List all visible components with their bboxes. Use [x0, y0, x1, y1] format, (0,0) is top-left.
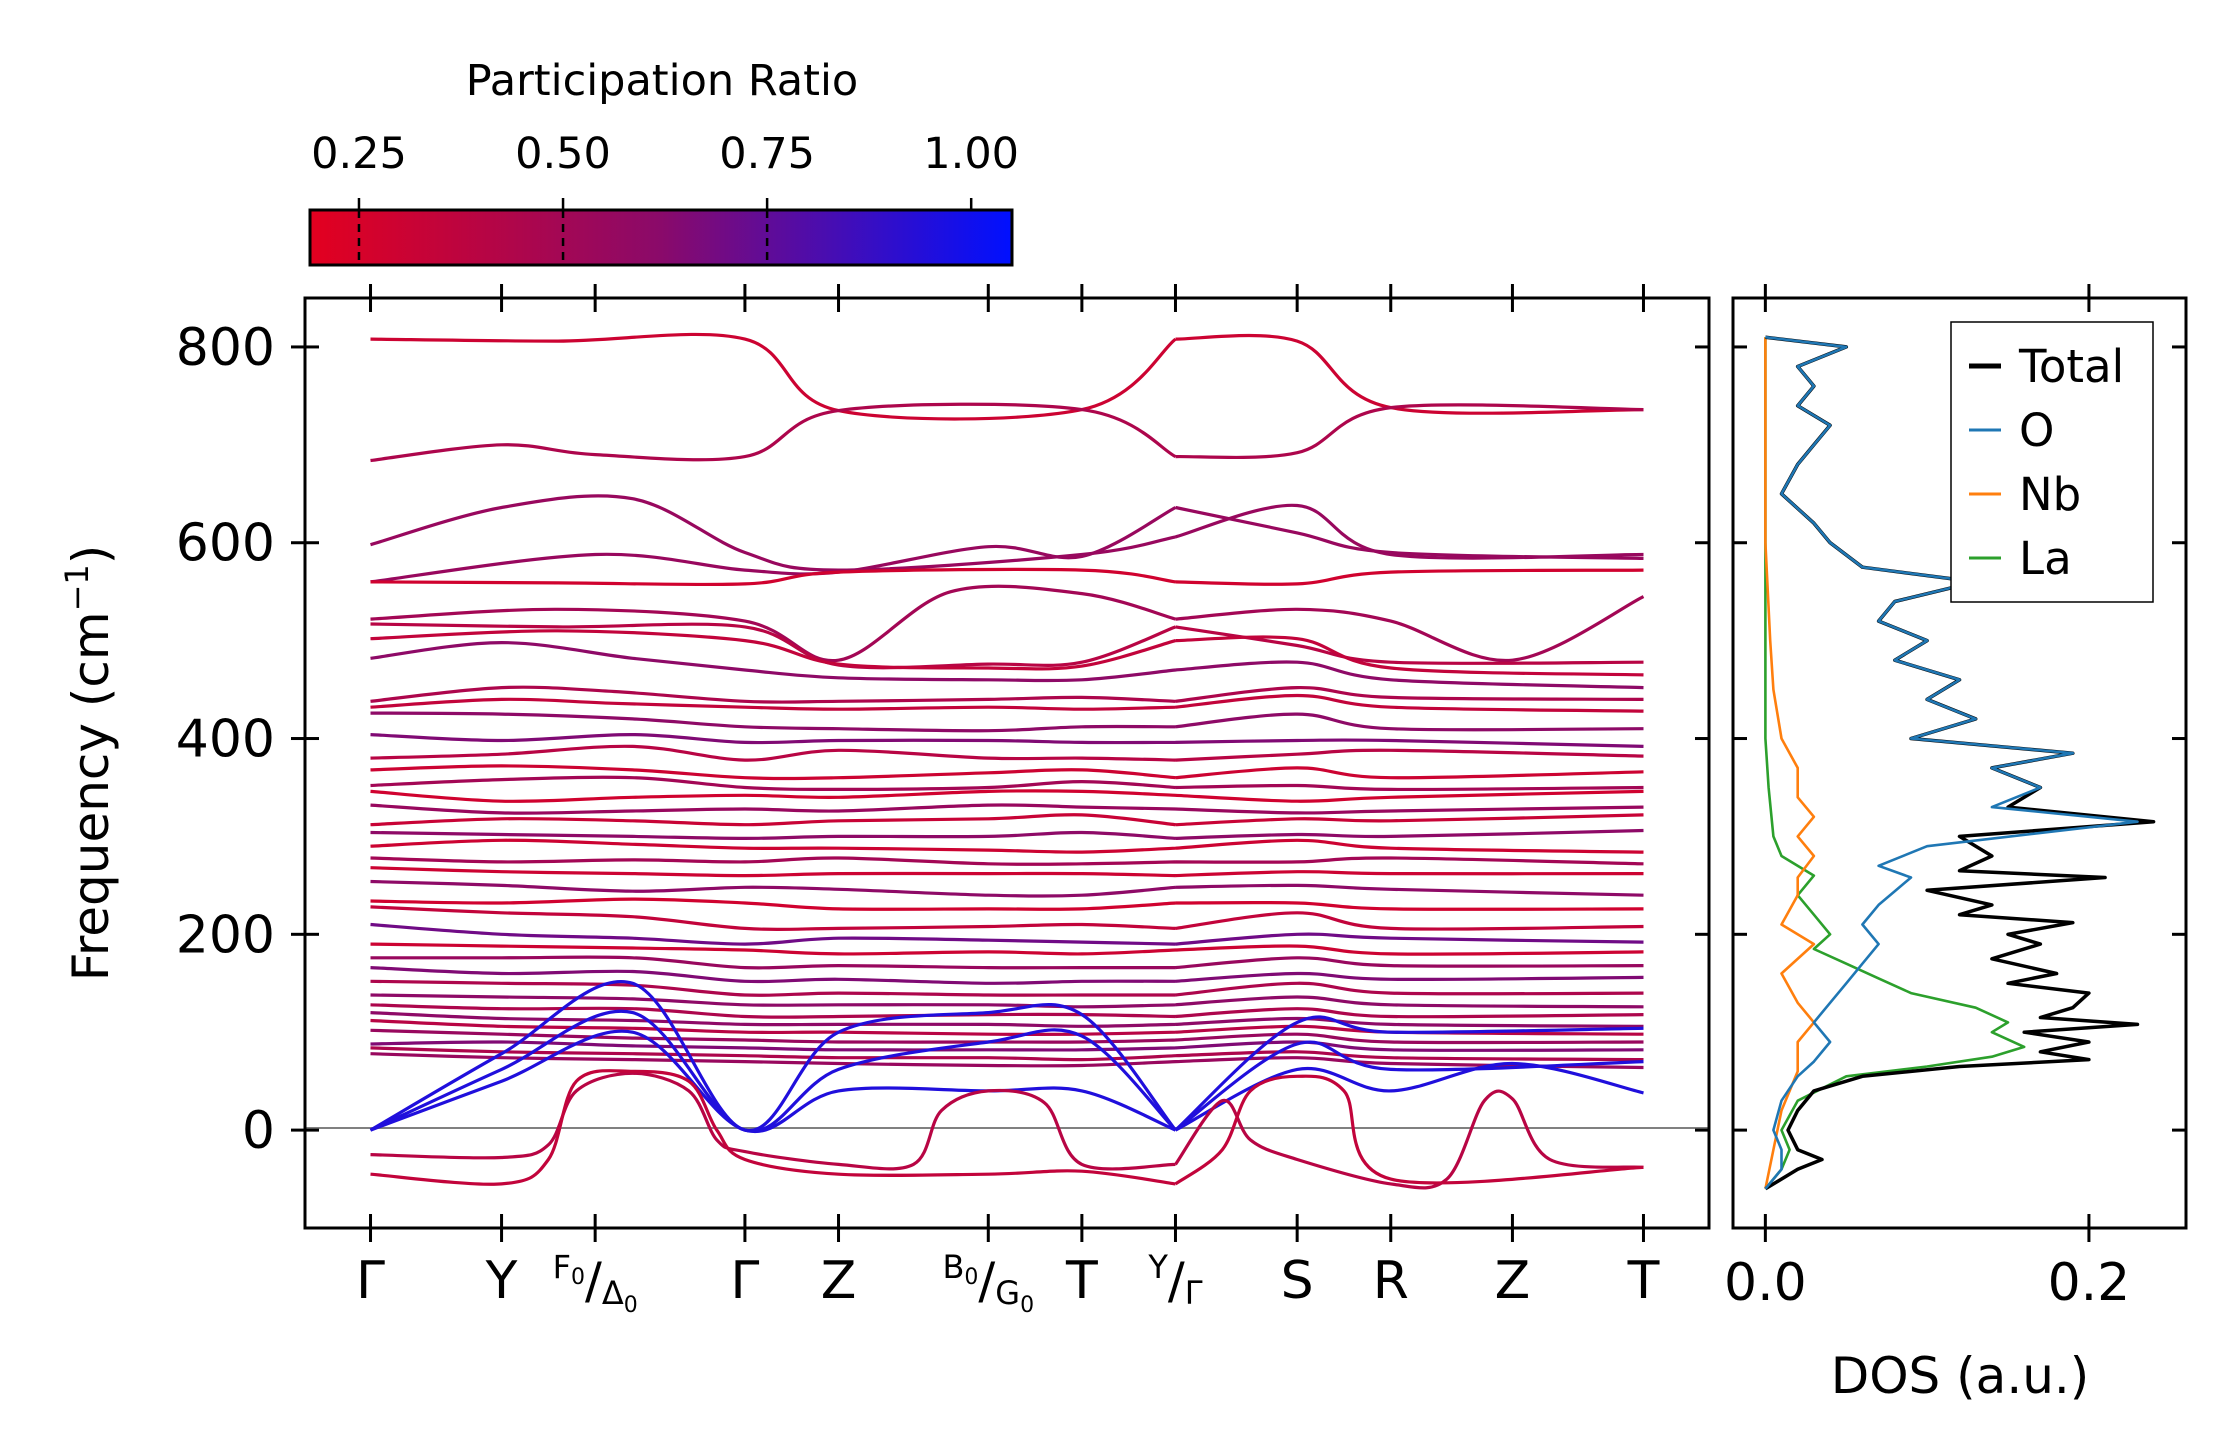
kpoint-label: Y: [485, 1251, 518, 1311]
phonon-band: [370, 402, 1644, 463]
band-lines: [369, 332, 1645, 1190]
colorbar-ticks: 0.25 0.50 0.75 1.00: [311, 129, 1019, 265]
phonon-band: [370, 922, 1644, 946]
legend-label: Nb: [2019, 468, 2081, 521]
ytick-label: 200: [176, 905, 275, 965]
y-axis-label: Frequency (cm−1): [58, 545, 120, 982]
phonon-band: [370, 803, 1644, 815]
phonon-band: [370, 979, 1644, 997]
phonon-band: [370, 1028, 1644, 1045]
dos-xtick-label: 0.2: [2048, 1253, 2131, 1313]
phonon-band: [369, 979, 1644, 1132]
kpoint-label: S: [1281, 1251, 1314, 1311]
phonon-band: [370, 905, 1644, 931]
dos-panel: 0.0 0.2 DOS (a.u.) Total O Nb La: [1724, 284, 2188, 1405]
phonon-band: [370, 993, 1644, 1009]
phonon-band: [370, 764, 1644, 781]
dispersion-frame: [303, 296, 1711, 1230]
ytick-label: 600: [176, 514, 275, 574]
phonon-band: [370, 629, 1644, 677]
dos-frame: [1731, 296, 2188, 1230]
phonon-band: [370, 744, 1644, 762]
colorbar-gradient: [308, 208, 1014, 267]
phonon-band: [370, 1069, 1644, 1186]
phonon-band: [370, 828, 1644, 841]
ytick-label: 0: [242, 1101, 275, 1161]
kpoint-label: Γ: [356, 1251, 385, 1311]
kpoint-label: Γ: [730, 1251, 759, 1311]
dos-series-o: [1764, 335, 2139, 1190]
legend-label: La: [2019, 532, 2072, 585]
kpoint-label: Z: [1495, 1251, 1531, 1311]
phonon-band: [370, 732, 1644, 748]
phonon-band: [370, 640, 1644, 690]
colorbar-tick-label: 0.25: [311, 129, 407, 179]
phonon-band: [370, 693, 1644, 713]
legend-label: O: [2019, 404, 2054, 457]
phonon-band: [370, 942, 1644, 956]
phonon-band: [370, 1071, 1644, 1190]
phonon-band: [370, 711, 1644, 733]
ytick-label: 400: [176, 710, 275, 770]
phonon-band: [370, 866, 1644, 878]
phonon-band: [370, 1011, 1644, 1028]
dispersion-yticks: 0 200 400 600 800: [176, 318, 1709, 1161]
phonon-band: [370, 879, 1644, 898]
kpoint-label: Z: [821, 1251, 857, 1311]
phonon-band: [370, 494, 1644, 572]
colorbar: Participation Ratio 0.25 0.50 0.75 1.00: [308, 56, 1019, 267]
dos-x-axis-label: DOS (a.u.): [1831, 1347, 2090, 1405]
kpoint-label: F0/Δ0: [553, 1248, 638, 1318]
phonon-band: [370, 685, 1644, 704]
kpoint-label: T: [1065, 1251, 1098, 1311]
phonon-band: [370, 567, 1644, 587]
dispersion-panel: 0 200 400 600 800 Γ Y F0/Δ0 Γ Z B0/G0 T Y/Γ S R Z T Fre…: [58, 284, 1711, 1318]
legend-label: Total: [2018, 340, 2124, 393]
phonon-band: [370, 856, 1644, 866]
kpoint-label: Y/Γ: [1147, 1248, 1202, 1312]
dos-legend: Total O Nb La: [1950, 321, 2154, 603]
phonon-band: [370, 897, 1644, 911]
colorbar-tick-label: 1.00: [923, 129, 1019, 179]
phonon-band: [370, 1018, 1644, 1037]
phonon-band: [370, 955, 1644, 970]
kpoint-label: R: [1373, 1251, 1409, 1311]
dispersion-kpoint-ticks: Γ Y F0/Δ0 Γ Z B0/G0 T Y/Γ S R Z T: [356, 284, 1660, 1318]
legend-box: [1950, 321, 2154, 603]
phonon-band: [369, 1009, 1644, 1133]
dos-series-nb: [1764, 337, 1816, 1190]
ytick-label: 800: [176, 318, 275, 378]
kpoint-label: B0/G0: [942, 1248, 1034, 1318]
colorbar-tick-label: 0.75: [719, 129, 815, 179]
phonon-band: [370, 584, 1645, 663]
dos-xticks: 0.0 0.2: [1724, 284, 2130, 1313]
phonon-band: [370, 966, 1644, 985]
phonon-band: [370, 1003, 1644, 1019]
phonon-band: [370, 813, 1644, 827]
kpoint-label: T: [1627, 1251, 1660, 1311]
dos-series-la: [1764, 337, 2026, 1190]
dos-xtick-label: 0.0: [1724, 1253, 1807, 1313]
phonon-band: [370, 1052, 1644, 1070]
dos-lines: [1764, 335, 2156, 1191]
dos-yticks: [1733, 345, 2186, 1132]
phonon-band: [370, 838, 1644, 854]
phonon-band: [370, 775, 1644, 792]
colorbar-tick-label: 0.50: [515, 129, 611, 179]
phonon-band: [370, 1040, 1644, 1052]
colorbar-title: Participation Ratio: [466, 56, 859, 106]
phonon-band: [370, 789, 1644, 803]
